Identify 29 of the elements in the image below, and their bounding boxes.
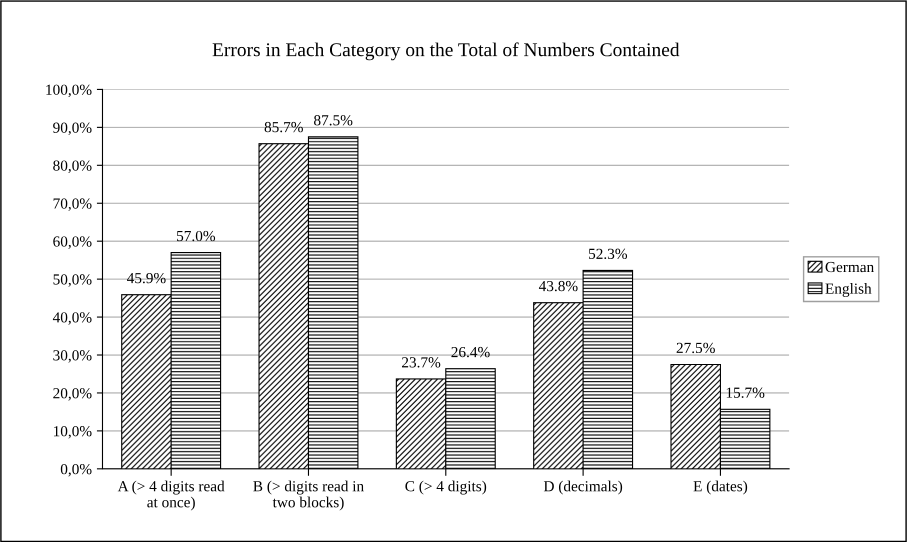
y-tick-label: 50,0% [54,274,92,287]
data-label: 43.8% [538,280,578,292]
legend-label: English [825,283,872,297]
data-label: 87.5% [314,115,352,126]
x-tick-label: A (> 4 digits read at once) [118,480,224,511]
data-label: 15.7% [726,388,764,398]
x-tick-label: D (decimals) [544,480,622,494]
y-tick-label: 60,0% [53,236,92,249]
chart-title: Errors in Each Category on the Total of Numbers Contained [212,42,680,60]
y-tick-label: 100,0% [46,84,92,98]
x-tick-label: C (> 4 digits) [405,480,486,495]
x-tick-label: E (dates) [694,480,748,494]
data-label: 57.0% [177,230,216,242]
data-label: 45.9% [127,272,166,284]
y-tick-label: 80,0% [53,160,92,173]
legend-label: German [826,262,874,272]
data-label: 27.5% [676,342,715,354]
data-label: 26.4% [451,346,490,358]
data-label: 23.7% [402,357,440,368]
data-label: 52.3% [588,248,628,260]
y-tick-label: 40,0% [52,312,92,325]
y-tick-label: 0,0% [60,464,92,476]
y-tick-label: 30,0% [53,350,92,363]
y-tick-label: 10,0% [54,426,92,439]
y-tick-label: 90,0% [53,122,92,136]
y-tick-label: 70,0% [54,198,92,211]
x-tick-label: B (> digits read in two blocks) [253,480,364,511]
data-label: 85.7% [264,122,303,132]
y-tick-label: 20,0% [53,388,92,401]
